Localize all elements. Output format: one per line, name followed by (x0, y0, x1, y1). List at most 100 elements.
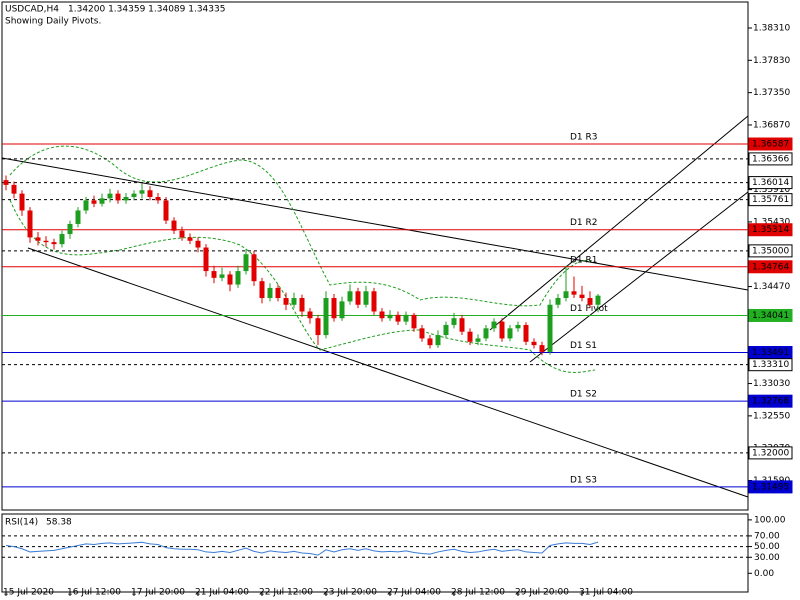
candle-body (179, 230, 185, 238)
candle-body (355, 291, 361, 305)
candle-body (163, 200, 169, 221)
candle-body (27, 210, 33, 238)
candle-body (371, 291, 377, 312)
candle-body (507, 328, 513, 339)
level-name: D1 S2 (570, 390, 597, 400)
candle-body (43, 240, 49, 243)
x-tick-label: 16 Jul 12:00 (67, 588, 121, 598)
rsi-tick-label: 30.00 (754, 553, 780, 563)
candle-body (283, 298, 289, 305)
y-tick-label: 1.35910 (753, 185, 790, 195)
x-tick-label: 28 Jul 12:00 (451, 588, 505, 598)
y-tick-label: 1.35430 (753, 217, 790, 227)
trend-line (1, 157, 749, 291)
candle-body (187, 237, 193, 241)
candle-body (91, 200, 97, 204)
candle-body (195, 240, 201, 248)
x-tick-label: 17 Jul 20:00 (131, 588, 185, 598)
envelope-upper (9, 145, 596, 307)
candle-body (443, 324, 449, 336)
candle-body (211, 271, 217, 278)
x-tick-label: 22 Jul 12:00 (259, 588, 313, 598)
y-tick-label: 1.37350 (753, 88, 790, 98)
candle-body (595, 295, 601, 305)
candle-body (475, 338, 481, 342)
candle-body (219, 274, 225, 278)
price-box (748, 137, 793, 151)
candle-body (323, 298, 329, 336)
candle-body (467, 331, 473, 342)
candle-body (171, 220, 177, 231)
price-box (748, 176, 793, 190)
candle-body (227, 274, 233, 285)
candle-body (59, 234, 65, 245)
candle-body (243, 254, 249, 272)
candle-body (275, 287, 281, 299)
candle-body (419, 328, 425, 339)
price-label: 1.32000 (752, 448, 789, 458)
price-label: 1.34041 (752, 311, 789, 321)
trend-line (27, 247, 749, 498)
candle-body (35, 237, 41, 241)
candle-body (235, 271, 241, 285)
rsi-tick-label: 70.00 (754, 531, 780, 541)
candle-body (291, 298, 297, 305)
candle-body (19, 193, 25, 211)
price-label: 1.35761 (752, 195, 789, 205)
candle-body (155, 197, 161, 201)
symbol: USDCAD,H4 (5, 5, 59, 15)
candle-body (299, 298, 305, 312)
envelope-lower (9, 199, 596, 373)
price-label: 1.36366 (752, 154, 789, 164)
price-label: 1.34764 (752, 262, 789, 272)
candle-body (379, 311, 385, 319)
price-label: 1.32768 (752, 397, 789, 407)
level-name: D1 R2 (570, 218, 598, 228)
candle-body (75, 210, 81, 224)
level-name: D1 R3 (570, 133, 598, 143)
x-tick-label: 29 Jul 20:00 (515, 588, 569, 598)
candle-body (499, 321, 505, 339)
rsi-last: 58.38 (46, 518, 72, 528)
price-label: 1.33310 (752, 360, 789, 370)
candle-body (259, 281, 265, 299)
rsi-frame (1, 513, 749, 593)
rsi-line (5, 541, 599, 556)
candle-body (339, 301, 345, 319)
candle-body (115, 193, 121, 201)
candle-body (363, 291, 369, 305)
price-box (748, 260, 793, 274)
candle-body (139, 190, 145, 194)
price-box (748, 193, 793, 207)
x-tick-label: 15 Jul 2020 (3, 588, 54, 598)
x-tick-label: 27 Jul 04:00 (387, 588, 441, 598)
candle-body (547, 304, 553, 352)
price-label: 1.31495 (752, 482, 789, 492)
rsi-tick-label: 0.00 (754, 569, 774, 579)
candle-body (147, 190, 153, 198)
price-box (748, 152, 793, 166)
candle-body (395, 314, 401, 322)
ohlc: 1.34200 1.34359 1.34089 1.34335 (68, 5, 225, 15)
level-name: D1 S1 (570, 341, 597, 351)
candle-body (315, 318, 321, 336)
price-box (748, 394, 793, 408)
level-name: D1 S3 (570, 475, 597, 485)
candle-body (123, 197, 129, 201)
candle-body (331, 298, 337, 319)
candle-body (307, 311, 313, 319)
price-label: 1.36587 (752, 140, 789, 150)
x-tick-label: 31 Jul 04:00 (579, 588, 633, 598)
rsi-tick-label: 100.00 (754, 515, 786, 525)
price-box (748, 308, 793, 322)
x-tick-label: 23 Jul 20:00 (323, 588, 377, 598)
candle-body (515, 324, 521, 329)
y-tick-label: 1.36870 (753, 120, 790, 130)
candle-body (491, 321, 497, 329)
candle-body (435, 335, 441, 346)
candle-body (347, 291, 353, 302)
candle-body (483, 328, 489, 339)
price-label: 1.33491 (752, 348, 789, 358)
candle-body (107, 193, 113, 199)
